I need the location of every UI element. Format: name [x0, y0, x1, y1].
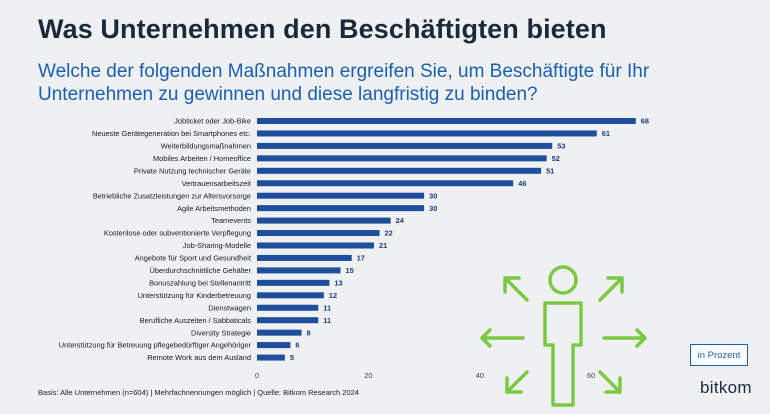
category-label: Remote Work aus dem Ausland: [147, 353, 251, 362]
value-label: 5: [290, 353, 294, 362]
source-footnote: Basis: Alle Unternehmen (n=604) | Mehrfa…: [38, 388, 359, 397]
page-subtitle: Welche der folgenden Maßnahmen ergreifen…: [38, 61, 650, 105]
bar: [257, 192, 425, 199]
category-label: Private Nutzung technischer Geräte: [134, 166, 251, 175]
category-label: Berufliche Auszeiten / Sabbaticals: [140, 316, 252, 325]
bar: [257, 142, 553, 149]
bar: [257, 317, 319, 324]
category-label: Kostenlose oder subventionierte Verpfleg…: [104, 229, 251, 238]
category-label: Unterstützung für Kinderbetreuung: [138, 291, 251, 300]
value-label: 17: [357, 254, 365, 263]
value-label: 6: [295, 341, 299, 350]
bar: [257, 180, 514, 187]
value-label: 11: [323, 303, 331, 312]
x-tick-label: 60: [587, 371, 595, 380]
category-label: Jobticket oder Job-Bike: [174, 117, 251, 126]
bar: [257, 217, 391, 224]
bar: [257, 205, 425, 212]
category-label: Teamevents: [211, 216, 251, 225]
person-head-icon: [548, 265, 578, 295]
category-label: Angebote für Sport und Gesundheit: [135, 254, 251, 263]
category-label: Weiterbildungsmaßnahmen: [161, 142, 251, 151]
category-label: Agile Arbeitsmethoden: [177, 204, 251, 213]
unit-label-box: in Prozent: [690, 344, 748, 366]
bar: [257, 118, 636, 124]
category-label: Dienstwagen: [208, 303, 251, 312]
value-label: 21: [379, 241, 387, 250]
value-label: 61: [602, 129, 610, 138]
person-body-icon: [543, 301, 583, 407]
arrow-left-icon: [480, 328, 525, 348]
x-tick-label: 0: [255, 371, 259, 380]
category-label: Job-Sharing-Modelle: [183, 241, 251, 250]
category-label: Überdurchschnittliche Gehälter: [150, 266, 252, 275]
arrow-up-right-icon: [598, 276, 624, 302]
category-label: Betriebliche Zusatzleistungen zur Alters…: [93, 191, 251, 200]
value-label: 52: [552, 154, 560, 163]
category-label: Mobiles Arbeiten / Homeoffice: [153, 154, 251, 163]
bar: [257, 329, 302, 336]
value-label: 8: [307, 328, 311, 337]
value-label: 15: [346, 266, 354, 275]
value-label: 13: [334, 278, 342, 287]
category-label: Neueste Gerätegeneration bei Smartphones…: [92, 129, 251, 138]
bar: [257, 242, 374, 249]
arrow-down-left-icon: [505, 370, 529, 394]
bar: [257, 155, 547, 162]
arrow-up-left-icon: [503, 276, 529, 302]
category-label: Vertrauensarbeitszeit: [182, 179, 251, 188]
category-label: Bonuszahlung bei Stellenantritt: [149, 278, 251, 287]
bar: [257, 342, 291, 349]
arrow-down-right-icon: [598, 370, 622, 394]
value-label: 68: [641, 117, 649, 126]
category-label: Unterstützung für Betreuung pflegebedürf…: [59, 341, 252, 350]
category-label: Diversity Strategie: [191, 328, 251, 337]
bar: [257, 267, 341, 274]
value-label: 11: [323, 316, 331, 325]
x-tick-label: 40: [476, 371, 484, 380]
value-label: 46: [518, 179, 526, 188]
value-label: 51: [546, 166, 554, 175]
x-tick-label: 20: [364, 371, 372, 380]
page-title: Was Unternehmen den Beschäftigten bieten: [38, 14, 607, 44]
arrow-right-icon: [602, 328, 647, 348]
bar: [257, 292, 324, 299]
bar: [257, 167, 542, 174]
value-label: 53: [557, 142, 565, 151]
bar: [257, 304, 319, 311]
value-label: 22: [385, 229, 393, 238]
value-label: 30: [429, 204, 437, 213]
value-label: 30: [429, 191, 437, 200]
person-arrows-illustration: [480, 265, 647, 407]
bitkom-logo: bitkom: [700, 378, 752, 397]
bar: [257, 279, 330, 286]
value-label: 24: [396, 216, 405, 225]
bar: [257, 230, 380, 237]
bar: [257, 354, 285, 361]
value-label: 12: [329, 291, 337, 300]
bar: [257, 254, 352, 261]
bar: [257, 130, 597, 137]
